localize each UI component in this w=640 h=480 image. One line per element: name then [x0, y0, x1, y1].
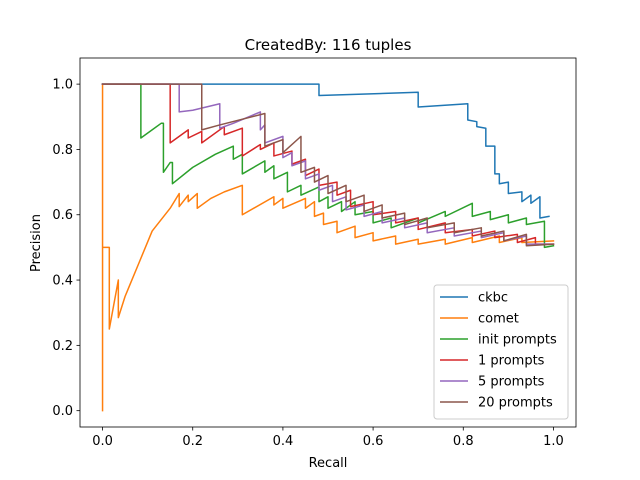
y-tick-label: 1.0 — [52, 78, 73, 93]
y-axis-label: Precision — [29, 214, 44, 272]
x-tick-label: 0.8 — [453, 434, 474, 449]
legend-label-5-prompts: 5 prompts — [478, 375, 545, 390]
series-line-init-prompts — [101, 83, 555, 249]
plot-area: 0.0 0.2 0.4 0.6 0.8 1.0 0.0 0.2 0.4 0.6 0.8 1.0 — [52, 57, 577, 449]
legend-label-20-prompts: 20 prompts — [478, 396, 553, 411]
y-tick-label: 0.4 — [52, 274, 73, 289]
legend-label-comet: comet — [478, 312, 519, 327]
series-group — [101, 83, 555, 412]
y-tick-label: 0.6 — [52, 208, 73, 223]
axes-frame — [79, 57, 577, 428]
x-tick-label: 0.0 — [92, 434, 113, 449]
series-line-ckbc — [101, 83, 550, 219]
x-axis-label: Recall — [309, 456, 348, 471]
x-tick-label: 0.6 — [363, 434, 384, 449]
chart-title: CreatedBy: 116 tuples — [245, 36, 412, 54]
legend-label-ckbc: ckbc — [478, 291, 508, 306]
y-tick-label: 0.8 — [52, 143, 73, 158]
series-line-comet — [101, 83, 555, 412]
y-tick-label: 0.0 — [52, 404, 73, 419]
x-tick-label: 0.4 — [273, 434, 294, 449]
x-tick-label: 0.2 — [182, 434, 203, 449]
legend-label-1-prompts: 1 prompts — [478, 354, 545, 369]
series-line-20-prompts — [101, 83, 555, 247]
y-tick-label: 0.2 — [52, 339, 73, 354]
x-tick-label: 1.0 — [543, 434, 564, 449]
legend-label-init-prompts: init prompts — [478, 333, 557, 348]
legend: ckbc comet init prompts 1 prompts 5 prompts 2… — [433, 284, 569, 420]
